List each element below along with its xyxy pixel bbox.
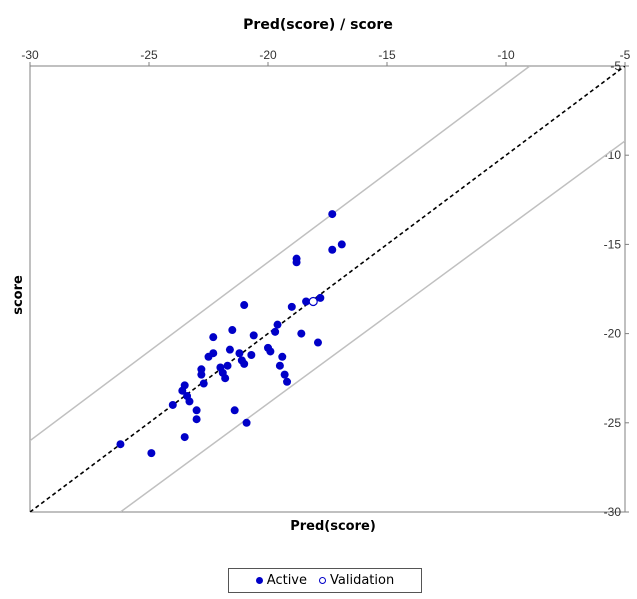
legend-validation-label: Validation [330,573,395,588]
active-point [235,349,244,358]
active-point [280,370,289,379]
axes: -30 -25 -20 -15 -10 -5-5 -10 -15 -20 -25 -30 [21,48,630,519]
legend-item-active: Active [255,573,307,588]
x-tick-label: -10 [497,48,515,62]
y-tick-label: -20 [604,327,622,341]
active-point [313,338,322,347]
active-point [180,381,189,390]
active-point [297,329,306,338]
y-tick-label: -5 [610,59,621,73]
active-point [302,297,311,306]
y-tick-label: -25 [604,416,622,430]
y-tick-label: -10 [604,148,622,162]
x-tick-label: -20 [259,48,277,62]
active-point [185,397,194,406]
active-point [168,400,177,409]
active-point [287,302,296,311]
active-point [221,374,230,383]
active-point [278,352,287,361]
y-tick-label: -30 [604,505,622,519]
legend-active-label: Active [266,573,307,588]
active-point [283,377,292,386]
chart-title: Pred(score) / score [243,17,393,33]
x-tick-label: -25 [140,48,158,62]
active-point [275,361,284,370]
active-point [266,347,275,356]
active-point [337,240,346,249]
active-point [242,418,251,427]
active-point [230,406,239,415]
validation-point [308,296,318,307]
active-point [225,345,234,354]
legend-active-marker [255,577,263,584]
active-point [328,210,337,219]
active-point [249,331,258,340]
active-point [271,327,280,336]
active-point [147,449,156,458]
legend-item-validation: Validation [319,573,394,588]
active-point [199,379,208,388]
confidence-line [30,66,531,442]
x-tick-label: -5 [620,48,631,62]
active-point [192,415,201,424]
active-point [273,320,282,329]
active-point [247,351,256,360]
active-point [192,406,201,415]
active-point [228,326,237,335]
active-point [180,433,189,442]
active-point [209,349,218,358]
data-points [116,210,346,458]
active-point [240,359,249,368]
legend-validation-marker [319,577,326,584]
x-axis-title: Pred(score) [290,519,376,534]
active-point [292,258,301,267]
reference-lines [30,66,625,512]
active-point [223,361,232,370]
legend: Active Validation [228,568,422,593]
active-point [197,370,206,379]
active-point [116,440,125,449]
y-tick-label: -15 [604,237,622,251]
x-tick-label: -30 [21,48,39,62]
confidence-line [119,140,625,512]
active-point [328,245,337,254]
active-point [316,293,325,302]
x-tick-label: -15 [378,48,396,62]
active-point [209,333,218,342]
y-axis-title: score [11,275,26,315]
active-point [240,301,249,310]
identity-line [30,66,625,512]
